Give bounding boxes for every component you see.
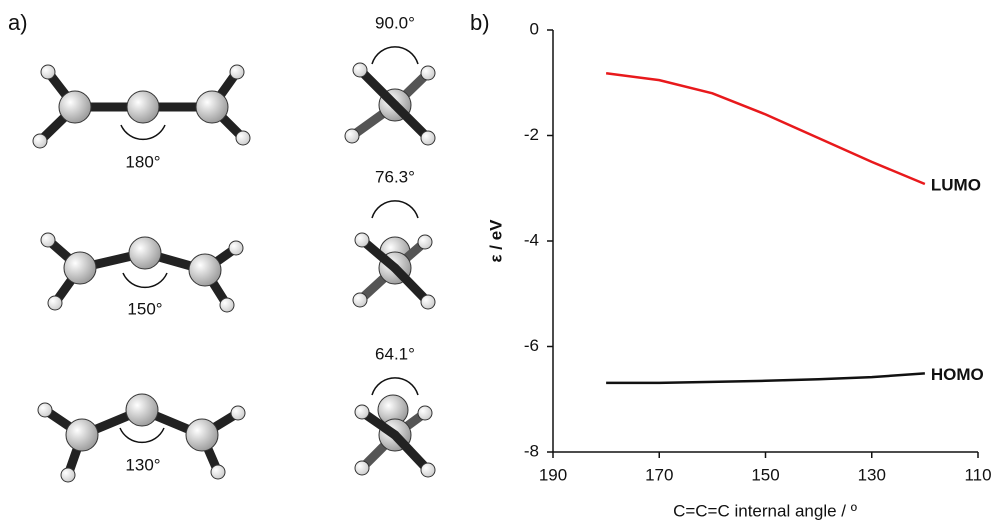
atom bbox=[421, 295, 435, 309]
angle-arc bbox=[121, 125, 165, 139]
angle-arc bbox=[372, 47, 418, 64]
y-tick-label: -2 bbox=[524, 125, 539, 144]
series-line bbox=[606, 73, 925, 184]
angle-label: 90.0° bbox=[375, 13, 415, 32]
atom bbox=[48, 296, 62, 310]
atom bbox=[38, 403, 52, 417]
angle-arc bbox=[123, 273, 167, 287]
atom bbox=[129, 237, 161, 269]
atom bbox=[189, 254, 221, 286]
atom bbox=[41, 233, 55, 247]
atom bbox=[353, 293, 367, 307]
y-tick-label: -6 bbox=[524, 336, 539, 355]
x-tick-label: 190 bbox=[539, 465, 567, 484]
x-tick-label: 110 bbox=[964, 465, 991, 484]
panel-label: a) bbox=[8, 10, 28, 35]
molecule-end-76: 76.3° bbox=[353, 167, 435, 309]
angle-arc bbox=[120, 428, 164, 442]
y-tick-label: -4 bbox=[524, 230, 539, 249]
atom bbox=[355, 405, 369, 419]
molecule-180: 180° bbox=[33, 65, 250, 171]
x-tick-label: 150 bbox=[751, 465, 779, 484]
molecule-150: 150° bbox=[41, 233, 243, 318]
molecule-130: 130° bbox=[38, 394, 245, 482]
atom bbox=[418, 406, 432, 420]
atom bbox=[229, 241, 243, 255]
angle-label: 76.3° bbox=[375, 167, 415, 186]
atom bbox=[66, 419, 98, 451]
angle-arc bbox=[372, 378, 418, 395]
atom bbox=[211, 465, 225, 479]
atom bbox=[220, 298, 234, 312]
atom bbox=[64, 252, 96, 284]
atom bbox=[126, 394, 158, 426]
figure: a) b) 180° 150° 130° 90.0° bbox=[0, 0, 993, 526]
y-tick-label: 0 bbox=[530, 19, 539, 38]
atom bbox=[345, 129, 359, 143]
atom bbox=[355, 461, 369, 475]
atom bbox=[231, 406, 245, 420]
molecule-end-64: 64.1° bbox=[355, 344, 435, 477]
angle-label: 64.1° bbox=[375, 344, 415, 363]
atom bbox=[41, 65, 55, 79]
atom bbox=[61, 468, 75, 482]
x-tick-label: 130 bbox=[858, 465, 886, 484]
angle-label: 130° bbox=[125, 455, 160, 474]
x-axis-label: C=C=C internal angle / º bbox=[673, 501, 857, 520]
atom bbox=[127, 91, 159, 123]
panel-label: b) bbox=[470, 10, 490, 35]
atom bbox=[236, 131, 250, 145]
series-label: HOMO bbox=[931, 365, 984, 384]
atom bbox=[59, 91, 91, 123]
atom bbox=[418, 235, 432, 249]
x-tick-label: 170 bbox=[645, 465, 673, 484]
atom bbox=[196, 91, 228, 123]
atom bbox=[421, 66, 435, 80]
series-line bbox=[606, 373, 925, 382]
series-label: LUMO bbox=[931, 176, 981, 195]
atom bbox=[355, 233, 369, 247]
atom bbox=[421, 131, 435, 145]
y-axis-label: ε / eV bbox=[486, 219, 505, 263]
y-tick-label: -8 bbox=[524, 441, 539, 460]
angle-label: 180° bbox=[125, 152, 160, 171]
angle-arc bbox=[372, 201, 418, 218]
atom bbox=[421, 463, 435, 477]
atom bbox=[33, 134, 47, 148]
molecule-end-90: 90.0° bbox=[345, 13, 435, 145]
atom bbox=[186, 419, 218, 451]
angle-label: 150° bbox=[127, 299, 162, 318]
atom bbox=[230, 65, 244, 79]
atom bbox=[353, 63, 367, 77]
